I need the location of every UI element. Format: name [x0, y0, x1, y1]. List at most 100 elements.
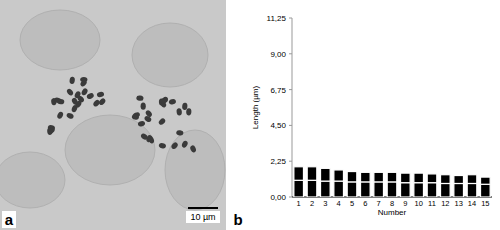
scale-bar: [188, 207, 218, 209]
y-tick: [289, 197, 292, 198]
chromosome: [96, 91, 104, 97]
chart: 0,002,254,506,759,0011,25123456789101112…: [231, 14, 492, 228]
bar-segment: [374, 172, 384, 182]
micrograph: 10 µm a: [0, 0, 226, 230]
bar-segment: [401, 173, 411, 183]
chromosome: [136, 95, 144, 101]
x-tick-label: 6: [363, 199, 367, 208]
x-tick-label: 13: [454, 199, 462, 208]
x-tick-label: 3: [323, 199, 327, 208]
bar-segment: [414, 183, 424, 197]
x-tick-label: 5: [350, 199, 354, 208]
chromosome: [140, 132, 149, 140]
x-tick-label: 11: [428, 199, 436, 208]
chromosome: [160, 96, 169, 105]
panel-label-box: [231, 211, 245, 228]
y-tick-label: 0,00: [270, 193, 286, 202]
bar-segment: [361, 172, 371, 182]
chromosome: [158, 142, 166, 149]
y-tick: [289, 53, 292, 54]
bar-segment: [387, 182, 397, 197]
chromosome: [176, 108, 182, 116]
chromosome: [141, 103, 146, 110]
scale-bar-label: 10 µm: [190, 212, 215, 222]
chromosome: [71, 97, 79, 106]
chromosome: [66, 88, 75, 97]
chromosome: [81, 87, 89, 96]
y-tick-label: 9,00: [270, 50, 286, 59]
chromosome: [160, 97, 169, 105]
x-tick-label: 2: [310, 199, 314, 208]
x-tick-label: 15: [481, 199, 489, 208]
chromosome: [170, 141, 179, 150]
y-tick: [289, 125, 292, 126]
x-tick-label: 9: [403, 199, 407, 208]
bar-segment: [414, 173, 424, 183]
bar-segment: [454, 176, 464, 184]
bar-segment: [467, 183, 477, 197]
bar-segment: [427, 174, 437, 183]
bar-segment: [481, 177, 491, 184]
bar-segment: [294, 167, 304, 181]
bar-segment: [347, 182, 357, 197]
bar-segment: [374, 182, 384, 197]
bar-segment: [481, 184, 491, 197]
bar-segment: [321, 168, 331, 181]
y-tick-label: 6,75: [270, 86, 286, 95]
bar-segment: [334, 181, 344, 197]
y-tick-label: 11,25: [267, 14, 287, 23]
panel-label: b: [233, 211, 242, 228]
x-axis-label: Number: [378, 208, 407, 217]
y-tick: [289, 89, 292, 90]
chromosome: [176, 130, 184, 136]
bar-segment: [347, 172, 357, 182]
chromosome: [145, 109, 154, 118]
chromosome: [86, 92, 95, 100]
y-axis-label: Length (µm): [251, 86, 260, 130]
y-tick-label: 4,50: [270, 121, 286, 130]
chromosome: [66, 112, 75, 120]
bar-segment: [307, 180, 317, 197]
x-tick-label: 4: [337, 199, 341, 208]
panel-label: a: [5, 211, 14, 228]
y-tick: [289, 18, 292, 19]
bar-segment: [334, 170, 344, 181]
scale-bar-box: [186, 211, 220, 223]
x-tick-label: 10: [414, 199, 422, 208]
bar-segment: [321, 181, 331, 197]
x-tick-label: 7: [377, 199, 381, 208]
bar-segment: [401, 183, 411, 197]
chromosome: [181, 140, 189, 149]
x-tick-label: 12: [441, 199, 449, 208]
chromosome: [69, 76, 75, 84]
figure: 10 µma0,002,254,506,759,0011,25123456789…: [0, 0, 500, 230]
bar-segment: [454, 183, 464, 197]
bar-segment: [467, 175, 477, 184]
bar-segment: [441, 175, 451, 184]
bar-segment: [307, 167, 317, 181]
chromosome: [168, 98, 176, 105]
cell: [165, 130, 225, 210]
cell: [0, 152, 65, 208]
chromosome: [56, 111, 64, 120]
chromosome: [189, 145, 197, 154]
chromosome: [182, 103, 188, 111]
x-tick-label: 8: [390, 199, 394, 208]
bar-segment: [361, 182, 371, 197]
chromosome: [92, 99, 101, 108]
cell: [20, 10, 100, 70]
chromosome: [47, 126, 56, 135]
cell: [132, 23, 208, 87]
cell: [65, 115, 155, 185]
chromosome: [76, 95, 85, 104]
x-tick-label: 14: [468, 199, 476, 208]
chromosome: [137, 120, 145, 127]
bar-segment: [441, 183, 451, 197]
chromosome: [54, 97, 62, 103]
bar-segment: [387, 172, 397, 182]
chromosome: [131, 114, 139, 121]
chromosome: [147, 136, 155, 145]
panel-label-box: [2, 211, 16, 228]
chromosome: [158, 117, 167, 126]
y-axis-line: [292, 18, 293, 197]
